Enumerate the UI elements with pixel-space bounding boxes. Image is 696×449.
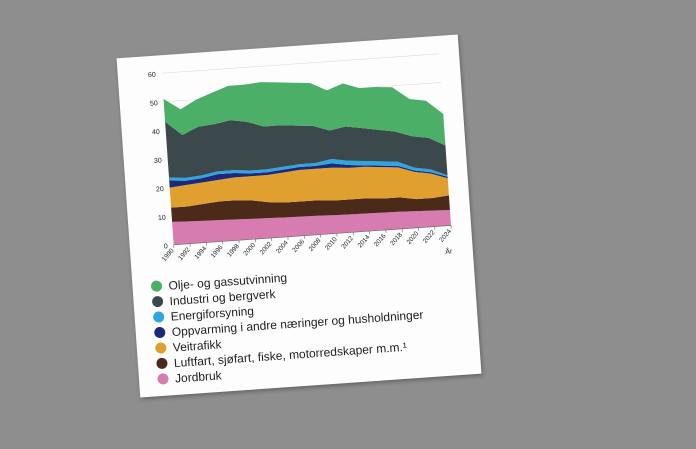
x-tick-label: 1992 [177,246,192,262]
x-tick-label: 2004 [275,239,290,255]
area [163,82,446,146]
area [172,209,452,245]
area [165,120,448,178]
area [169,159,448,181]
y-tick-label: 40 [152,129,160,137]
y-tick-label: 60 [148,72,156,80]
legend-label: Jordbruk [175,368,224,385]
grid-line [161,53,440,74]
x-tick-label: 1998 [226,243,241,259]
area [171,195,450,222]
area [169,163,448,188]
x-tick-label: 2002 [259,240,274,256]
legend-marker [153,311,165,323]
x-tick-label: 2014 [357,234,372,250]
legend-marker [155,342,167,354]
x-tick-label: 2006 [291,238,306,254]
x-tick-label: 1994 [193,245,208,261]
paper: 0 10 20 30 40 50 60 1990 1992 1994 1996 1998 2000 200… [116,34,482,398]
y-tick-label: 0 [164,243,168,250]
x-axis-label: År [445,246,453,256]
y-tick-label: 30 [154,157,162,165]
y-tick-label: 20 [156,186,164,194]
x-tick-label: 2022 [422,229,437,245]
x-tick-label: 2016 [373,232,388,248]
legend-marker [156,357,168,369]
area [169,166,449,208]
x-tick-label: 2024 [438,228,453,244]
x-tick-label: 2020 [406,230,421,246]
legend-label: Veitrafikk [172,337,223,354]
legend-marker [157,373,169,385]
legend-marker [152,296,164,308]
x-tick-label: 2018 [389,231,404,247]
x-tick-label: 2012 [340,235,355,251]
y-tick-label: 50 [150,100,158,108]
x-tick-label: 2008 [308,237,323,253]
x-tick-label: 2010 [324,236,339,252]
legend-marker [151,280,163,292]
x-axis [173,225,452,246]
legend-marker [154,326,166,338]
x-tick-label: 1996 [210,244,225,260]
y-tick-label: 10 [158,215,166,223]
legend-label: Energiforsyning [170,304,254,324]
x-tick-label: 2000 [242,242,257,258]
